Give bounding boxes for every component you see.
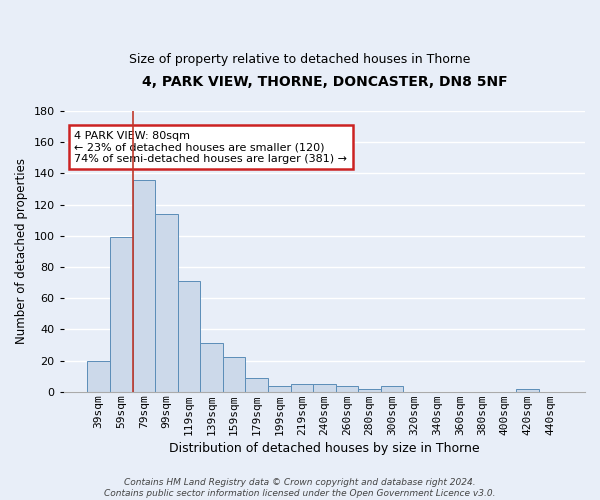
Text: Size of property relative to detached houses in Thorne: Size of property relative to detached ho…: [130, 52, 470, 66]
Bar: [313, 384, 335, 392]
Bar: [290, 384, 313, 392]
Bar: [516, 388, 539, 392]
Bar: [200, 344, 223, 392]
Bar: [268, 386, 290, 392]
Bar: [358, 388, 381, 392]
Text: 4 PARK VIEW: 80sqm
← 23% of detached houses are smaller (120)
74% of semi-detach: 4 PARK VIEW: 80sqm ← 23% of detached hou…: [74, 130, 347, 164]
Bar: [133, 180, 155, 392]
Bar: [245, 378, 268, 392]
X-axis label: Distribution of detached houses by size in Thorne: Distribution of detached houses by size …: [169, 442, 479, 455]
Bar: [178, 281, 200, 392]
Y-axis label: Number of detached properties: Number of detached properties: [15, 158, 28, 344]
Bar: [155, 214, 178, 392]
Text: Contains HM Land Registry data © Crown copyright and database right 2024.
Contai: Contains HM Land Registry data © Crown c…: [104, 478, 496, 498]
Bar: [88, 360, 110, 392]
Bar: [381, 386, 403, 392]
Title: 4, PARK VIEW, THORNE, DONCASTER, DN8 5NF: 4, PARK VIEW, THORNE, DONCASTER, DN8 5NF: [142, 75, 507, 89]
Bar: [335, 386, 358, 392]
Bar: [110, 238, 133, 392]
Bar: [223, 358, 245, 392]
